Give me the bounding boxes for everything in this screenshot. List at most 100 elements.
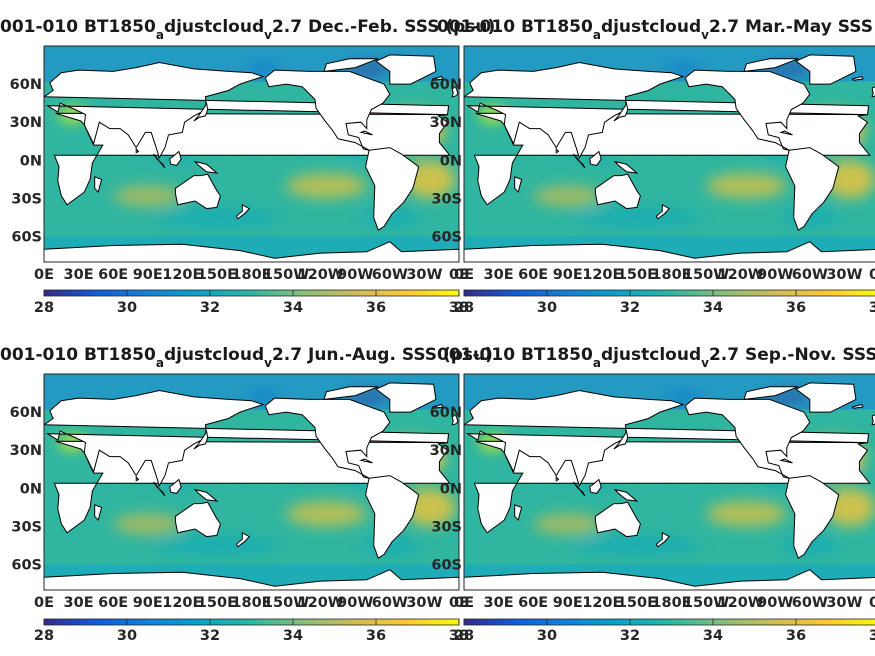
land-mass	[514, 176, 523, 194]
y-tick-label: 60S	[11, 558, 42, 574]
x-tick-label: 60W	[792, 595, 828, 611]
land-mass	[174, 173, 221, 210]
salinity-blob	[665, 65, 701, 73]
x-tick-label: 180E	[231, 595, 271, 611]
land-mass	[44, 61, 450, 160]
y-tick-label: 60S	[431, 558, 462, 574]
x-tick-label: 60E	[98, 267, 128, 283]
salinity-blob	[665, 393, 701, 401]
x-tick-label: 90E	[553, 267, 583, 283]
colorbar-tick-label: 28	[34, 628, 54, 644]
y-tick-label: 0N	[20, 153, 42, 169]
land-mass	[684, 69, 811, 151]
x-tick-label: 60W	[372, 267, 408, 283]
colorbar-tick-label: 36	[366, 300, 386, 316]
land-mass	[94, 176, 103, 194]
salinity-blob	[113, 185, 183, 207]
x-tick-label: 180E	[651, 595, 691, 611]
land-mass	[779, 130, 793, 136]
x-tick-label: 30W	[826, 595, 862, 611]
panel-title: 001-010 BT1850adjustcloudv2.7 Dec.-Feb. …	[0, 17, 495, 42]
land-mass	[613, 488, 639, 502]
x-tick-label: 90E	[553, 595, 583, 611]
land-mass	[613, 429, 629, 450]
x-tick-label: 150E	[197, 267, 237, 283]
land-mass	[235, 203, 250, 220]
land-mass	[375, 382, 437, 413]
y-tick-label: 60N	[10, 405, 42, 421]
y-tick-label: 60N	[430, 77, 462, 93]
land-mass	[451, 86, 459, 98]
colorbar	[463, 618, 875, 626]
land-mass	[555, 147, 560, 154]
map-panel: 001-010 BT1850adjustcloudv2.7 Mar.-May S…	[430, 17, 875, 316]
salinity-blob	[153, 209, 281, 226]
salinity-field	[464, 374, 875, 590]
y-tick-label: 30N	[10, 115, 42, 131]
land-mass	[365, 147, 420, 231]
land-mass	[589, 478, 602, 494]
colorbar-tick-label: 38	[449, 300, 469, 316]
y-tick-label: 30S	[11, 191, 42, 207]
x-tick-label: 90W	[757, 595, 793, 611]
land-mass	[464, 61, 870, 160]
land-mass	[655, 203, 670, 220]
x-tick-label: 0E	[869, 267, 875, 283]
land-mass	[464, 569, 875, 590]
colorbar	[43, 289, 460, 297]
land-mass	[44, 241, 459, 262]
land-mass	[153, 153, 166, 169]
x-tick-label: 0E	[449, 595, 469, 611]
land-mass	[613, 101, 629, 122]
y-tick-label: 30N	[430, 115, 462, 131]
x-tick-label: 120W	[298, 595, 344, 611]
x-tick-label: 30E	[484, 595, 514, 611]
x-tick-label: 150W	[683, 267, 729, 283]
x-tick-label: 0E	[454, 595, 474, 611]
salinity-field	[464, 46, 875, 262]
map-panel: 001-010 BT1850adjustcloudv2.7 Sep.-Nov. …	[430, 345, 875, 644]
panel-title: 001-010 BT1850adjustcloudv2.7 Sep.-Nov. …	[437, 345, 875, 370]
x-tick-label: 120E	[162, 267, 202, 283]
colorbar-tick-label: 34	[283, 300, 303, 316]
colorbar-tick-label: 36	[786, 300, 806, 316]
axes-frame	[43, 45, 460, 263]
axes-frame	[463, 373, 875, 591]
land-mass	[743, 58, 799, 72]
land-mass	[655, 531, 670, 548]
land-mass	[779, 458, 793, 464]
x-tick-label: 120E	[582, 267, 622, 283]
x-tick-label: 30W	[826, 267, 862, 283]
axes-frame	[43, 373, 460, 591]
land-mass	[323, 386, 379, 400]
colorbar-tick-label: 28	[454, 300, 474, 316]
x-tick-label: 30E	[64, 595, 94, 611]
land-mass	[323, 58, 379, 72]
colorbar-tick-label: 38	[869, 300, 875, 316]
land-mass	[871, 414, 875, 426]
land-mass	[153, 481, 166, 497]
x-tick-label: 150W	[683, 595, 729, 611]
y-tick-label: 60N	[430, 405, 462, 421]
colorbar-tick-label: 32	[620, 300, 640, 316]
y-tick-label: 0N	[440, 481, 462, 497]
x-tick-label: 120W	[718, 267, 764, 283]
x-tick-label: 30W	[406, 595, 442, 611]
land-mass	[514, 504, 523, 522]
salinity-blob	[573, 537, 701, 554]
land-mass	[44, 569, 459, 590]
x-tick-label: 60W	[372, 595, 408, 611]
salinity-blob	[153, 537, 281, 554]
land-mass	[359, 458, 373, 464]
x-tick-label: 120E	[162, 595, 202, 611]
land-mass	[555, 475, 560, 482]
colorbar-tick-label: 32	[620, 628, 640, 644]
x-tick-label: 0E	[34, 267, 54, 283]
x-tick-label: 60E	[518, 267, 548, 283]
land-mass	[785, 147, 840, 231]
land-mass	[594, 173, 641, 210]
colorbar-tick-label: 30	[117, 628, 137, 644]
panel-title: 001-010 BT1850adjustcloudv2.7 Jun.-Aug. …	[0, 345, 493, 370]
x-tick-label: 0E	[34, 595, 54, 611]
